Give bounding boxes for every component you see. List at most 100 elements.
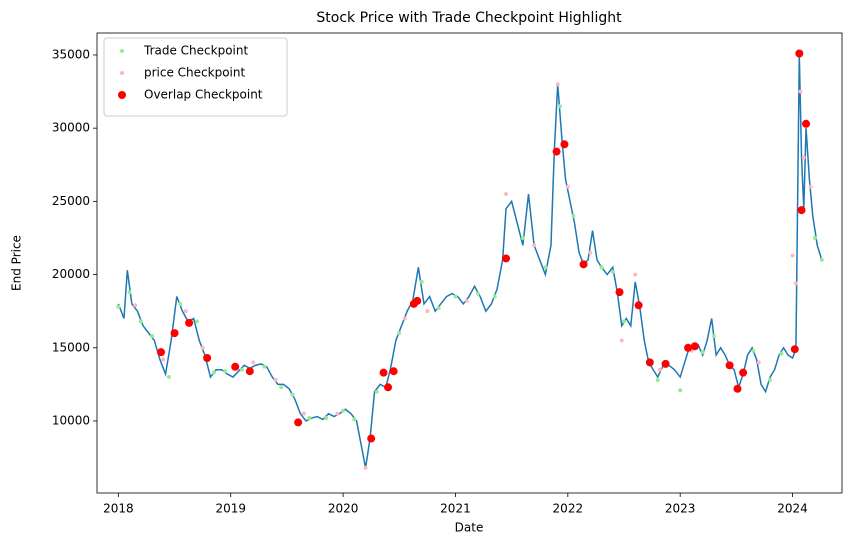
- checkpoint-marker: [690, 342, 699, 351]
- checkpoint-marker: [733, 384, 742, 393]
- checkpoint-marker: [161, 357, 166, 362]
- checkpoint-marker: [615, 288, 624, 297]
- checkpoint-marker: [402, 316, 407, 321]
- checkpoint-marker: [170, 329, 179, 338]
- x-tick-label: 2018: [103, 502, 134, 516]
- checkpoint-marker: [138, 319, 143, 324]
- x-tick-label: 2019: [215, 502, 246, 516]
- checkpoint-marker: [797, 206, 806, 215]
- checkpoint-marker: [436, 306, 441, 311]
- checkpoint-marker: [751, 348, 756, 353]
- checkpoint-marker: [200, 345, 205, 350]
- checkpoint-marker: [808, 184, 813, 189]
- checkpoint-marker: [504, 192, 509, 197]
- x-tick-label: 2020: [328, 502, 359, 516]
- checkpoint-marker: [793, 281, 798, 286]
- checkpoint-marker: [543, 265, 548, 270]
- checkpoint-marker: [279, 385, 284, 390]
- legend-box: [103, 37, 288, 117]
- checkpoint-marker: [768, 377, 773, 382]
- checkpoint-marker: [552, 147, 561, 156]
- x-axis-label: Date: [455, 521, 484, 535]
- checkpoint-marker: [492, 294, 497, 299]
- checkpoint-marker: [363, 465, 368, 470]
- checkpoint-marker: [801, 155, 806, 160]
- y-tick-label: 20000: [52, 267, 90, 281]
- checkpoint-marker: [116, 304, 121, 309]
- checkpoint-marker: [475, 291, 480, 296]
- checkpoint-marker: [560, 140, 569, 149]
- x-tick-label: 2024: [777, 502, 808, 516]
- checkpoint-marker: [610, 269, 615, 274]
- y-tick-label: 15000: [52, 340, 90, 354]
- legend-label: Overlap Checkpoint: [144, 88, 263, 102]
- checkpoint-marker: [571, 214, 576, 219]
- checkpoint-marker: [127, 290, 132, 295]
- y-tick-label: 35000: [52, 47, 90, 61]
- checkpoint-marker: [166, 375, 171, 380]
- checkpoint-marker: [532, 243, 537, 248]
- chart-title: Stock Price with Trade Checkpoint Highli…: [316, 10, 622, 26]
- checkpoint-marker: [657, 367, 662, 372]
- y-tick-label: 10000: [52, 413, 90, 427]
- plot-area: [116, 49, 824, 470]
- checkpoint-marker: [307, 416, 312, 421]
- checkpoint-marker: [453, 294, 458, 299]
- checkpoint-marker: [245, 367, 254, 376]
- checkpoint-marker: [290, 392, 295, 397]
- checkpoint-marker: [645, 358, 654, 367]
- checkpoint-marker: [150, 334, 155, 339]
- checkpoint-marker: [555, 82, 560, 87]
- checkpoint-marker: [579, 260, 588, 269]
- checkpoint-marker: [502, 254, 511, 263]
- checkpoint-marker: [178, 301, 183, 306]
- y-tick-label: 30000: [52, 121, 90, 135]
- checkpoint-marker: [133, 303, 138, 308]
- checkpoint-marker: [802, 119, 811, 128]
- checkpoint-marker: [661, 359, 670, 368]
- checkpoint-marker: [790, 253, 795, 258]
- checkpoint-marker: [413, 296, 422, 305]
- checkpoint-marker: [262, 364, 267, 369]
- legend-label: price Checkpoint: [144, 66, 245, 80]
- checkpoint-marker: [419, 279, 424, 284]
- checkpoint-marker: [565, 184, 570, 189]
- legend-marker: [120, 49, 124, 53]
- legend-label: Trade Checkpoint: [143, 44, 248, 58]
- checkpoint-marker: [619, 338, 624, 343]
- checkpoint-marker: [655, 377, 660, 382]
- checkpoint-marker: [633, 272, 638, 277]
- checkpoint-marker: [367, 434, 376, 443]
- checkpoint-marker: [790, 345, 799, 354]
- checkpoint-marker: [557, 104, 562, 109]
- checkpoint-marker: [239, 367, 244, 372]
- checkpoint-marker: [678, 388, 683, 393]
- checkpoint-marker: [795, 49, 804, 58]
- x-tick-label: 2021: [440, 502, 471, 516]
- checkpoint-marker: [389, 367, 398, 376]
- y-tick-label: 25000: [52, 194, 90, 208]
- checkpoint-marker: [819, 257, 824, 262]
- checkpoint-marker: [185, 318, 194, 327]
- checkpoint-marker: [779, 351, 784, 356]
- plot-frame: [96, 32, 843, 494]
- checkpoint-marker: [725, 361, 734, 370]
- checkpoint-marker: [684, 343, 693, 352]
- x-tick-label: 2023: [665, 502, 696, 516]
- checkpoint-marker: [324, 416, 329, 421]
- checkpoint-marker: [464, 298, 469, 303]
- x-tick-label: 2022: [553, 502, 584, 516]
- checkpoint-marker: [223, 369, 228, 374]
- checkpoint-marker: [384, 383, 393, 392]
- checkpoint-marker: [273, 377, 278, 382]
- checkpoint-marker: [622, 319, 627, 324]
- checkpoint-marker: [211, 370, 216, 375]
- checkpoint-marker: [335, 411, 340, 416]
- checkpoint-marker: [352, 417, 357, 422]
- checkpoint-marker: [157, 348, 166, 357]
- checkpoint-marker: [425, 309, 430, 314]
- y-axis-label: End Price: [10, 235, 24, 291]
- checkpoint-marker: [374, 389, 379, 394]
- checkpoint-marker: [183, 309, 188, 314]
- checkpoint-marker: [700, 350, 705, 355]
